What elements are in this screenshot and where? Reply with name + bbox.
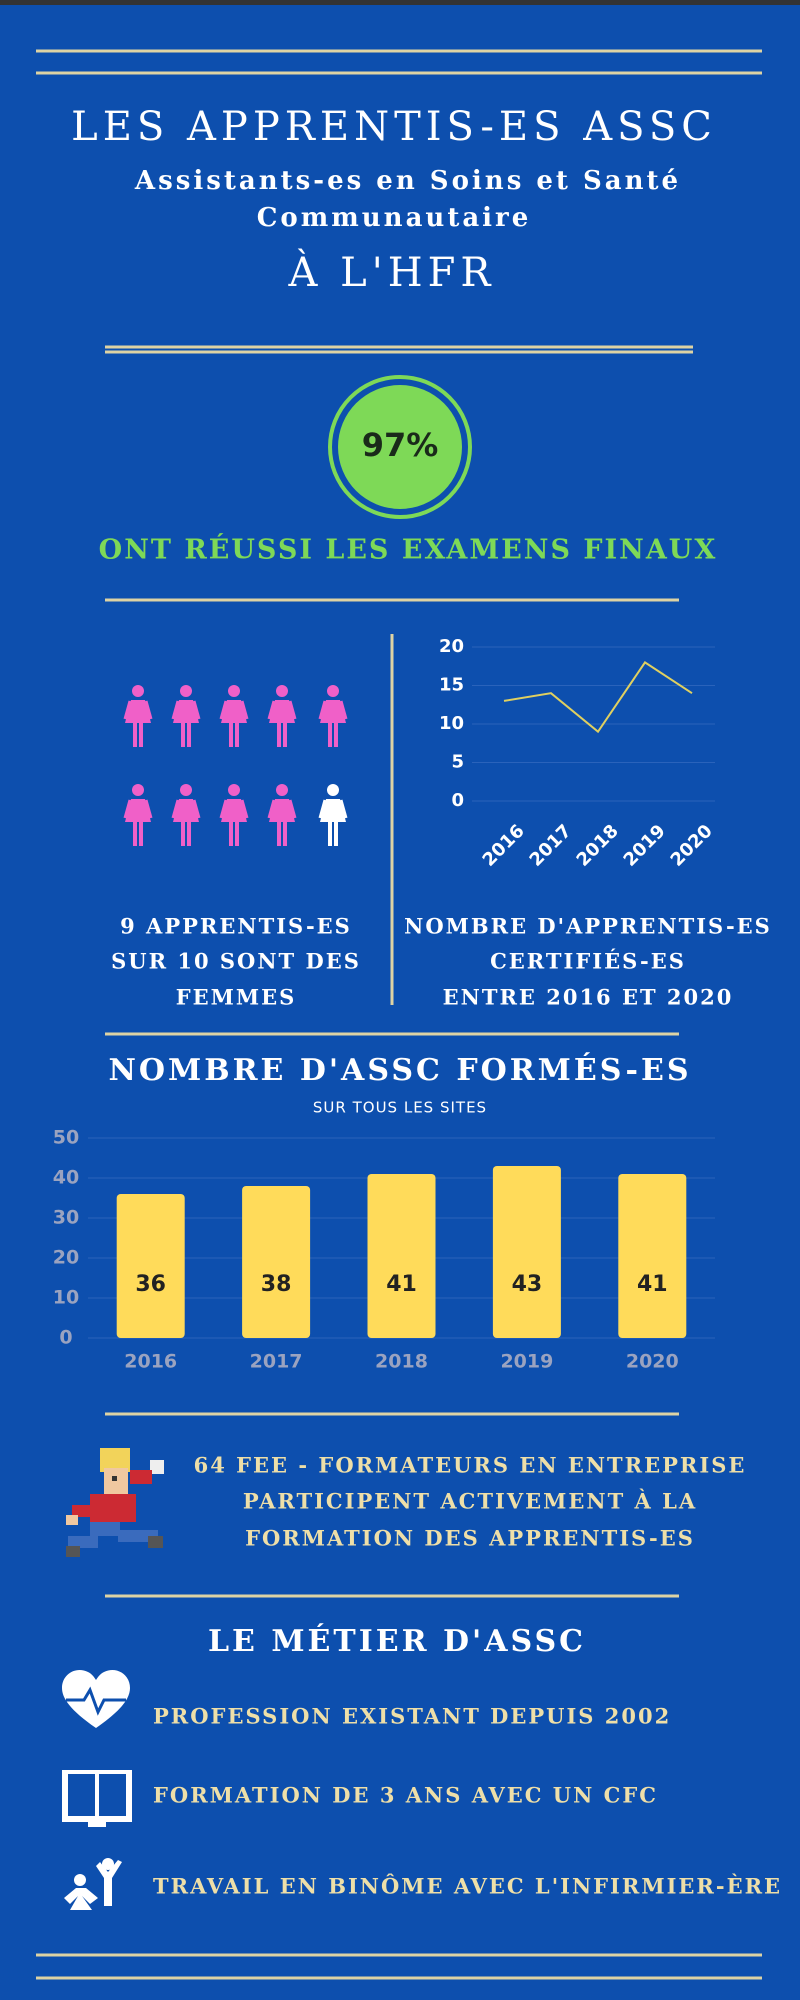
- stat-value: 97%: [362, 426, 439, 464]
- woman-body: [173, 799, 199, 846]
- woman-body: [221, 700, 247, 747]
- title: LES APPRENTIS-ES ASSC: [71, 104, 717, 150]
- bar-value-label: 43: [512, 1272, 543, 1297]
- woman-head: [327, 685, 339, 697]
- subtitle: Communautaire: [257, 203, 532, 233]
- bar-value-label: 36: [135, 1272, 166, 1297]
- woman-body: [320, 799, 346, 846]
- caption-line: NOMBRE D'APPRENTIS-ES: [404, 914, 772, 939]
- woman-arm: [171, 799, 180, 819]
- y-tick-label: 20: [53, 1247, 79, 1269]
- woman-arm: [219, 799, 228, 819]
- caption-line: FORMATION DES APPRENTIS-ES: [245, 1526, 695, 1551]
- woman-arm: [192, 799, 201, 819]
- bar: [492, 1166, 561, 1338]
- x-tick-label: 2019: [500, 1351, 553, 1373]
- bar: [367, 1174, 436, 1338]
- woman-head: [276, 685, 288, 697]
- y-tick-label: 50: [53, 1127, 79, 1149]
- woman-arm: [288, 700, 297, 720]
- caption-line: CERTIFIÉS-ES: [490, 949, 686, 974]
- woman-arm: [267, 799, 276, 819]
- woman-arm: [219, 700, 228, 720]
- woman-arm: [144, 700, 153, 720]
- woman-arm: [267, 700, 276, 720]
- x-tick-label: 2020: [626, 1351, 679, 1373]
- bar: [242, 1186, 311, 1338]
- x-tick-label: 2017: [250, 1351, 303, 1373]
- caption-line: FEMMES: [176, 985, 297, 1010]
- chart-subtitle: SUR TOUS LES SITES: [313, 1099, 487, 1117]
- woman-head: [132, 784, 144, 796]
- job-title: LE MÉTIER D'ASSC: [208, 1623, 586, 1659]
- y-tick-label: 0: [59, 1327, 72, 1349]
- woman-arm: [240, 700, 249, 720]
- woman-arm: [318, 700, 327, 720]
- woman-arm: [123, 799, 132, 819]
- woman-head: [228, 784, 240, 796]
- caption-line: PARTICIPENT ACTIVEMENT À LA: [243, 1489, 697, 1514]
- y-tick-label: 40: [53, 1167, 79, 1189]
- y-tick-label: 5: [451, 752, 464, 773]
- woman-body: [125, 799, 151, 846]
- bar-value-label: 41: [386, 1272, 417, 1297]
- woman-body: [173, 700, 199, 747]
- y-tick-label: 15: [439, 675, 464, 696]
- stat-ring: [328, 375, 472, 519]
- woman-body: [269, 700, 295, 747]
- pixel-character: [66, 1448, 164, 1557]
- stat-circle: [338, 385, 462, 509]
- book-icon: [62, 1770, 132, 1827]
- bar-value-label: 38: [261, 1272, 292, 1297]
- top-strip: [0, 0, 800, 5]
- y-tick-label: 20: [439, 636, 464, 657]
- woman-head: [228, 685, 240, 697]
- woman-head: [180, 685, 192, 697]
- job-item: FORMATION DE 3 ANS AVEC UN CFC: [153, 1783, 658, 1808]
- woman-arm: [192, 700, 201, 720]
- x-tick-label: 2016: [124, 1351, 177, 1373]
- y-tick-label: 10: [439, 713, 464, 734]
- woman-arm: [171, 700, 180, 720]
- woman-arm: [339, 799, 348, 819]
- woman-arm: [318, 799, 327, 819]
- women-icons: [123, 685, 348, 846]
- woman-head: [132, 685, 144, 697]
- y-tick-label: 30: [53, 1207, 79, 1229]
- woman-head: [327, 784, 339, 796]
- woman-arm: [339, 700, 348, 720]
- y-tick-label: 10: [53, 1287, 79, 1309]
- bar-value-label: 41: [637, 1272, 668, 1297]
- caption-line: ENTRE 2016 ET 2020: [443, 985, 734, 1010]
- job-item: PROFESSION EXISTANT DEPUIS 2002: [153, 1704, 671, 1729]
- bar: [618, 1174, 687, 1338]
- woman-body: [221, 799, 247, 846]
- woman-arm: [240, 799, 249, 819]
- care-icon: [64, 1858, 122, 1910]
- woman-body: [125, 700, 151, 747]
- woman-body: [269, 799, 295, 846]
- bar: [116, 1194, 185, 1338]
- stat-caption: ONT RÉUSSI LES EXAMENS FINAUX: [99, 533, 718, 566]
- caption-line: 9 APPRENTIS-ES: [120, 914, 352, 939]
- caption-line: 64 FEE - FORMATEURS EN ENTREPRISE: [194, 1453, 747, 1478]
- woman-head: [180, 784, 192, 796]
- caption-line: SUR 10 SONT DES: [111, 949, 361, 974]
- subtitle: Assistants-es en Soins et Santé: [134, 166, 681, 196]
- chart-title: NOMBRE D'ASSC FORMÉS-ES: [108, 1052, 691, 1088]
- woman-arm: [123, 700, 132, 720]
- x-tick-label: 2018: [375, 1351, 428, 1373]
- woman-arm: [144, 799, 153, 819]
- woman-arm: [288, 799, 297, 819]
- woman-head: [276, 784, 288, 796]
- location: À L'HFR: [288, 249, 496, 296]
- heart-icon: [62, 1669, 130, 1728]
- data-line: [503, 661, 693, 734]
- woman-body: [320, 700, 346, 747]
- job-item: TRAVAIL EN BINÔME AVEC L'INFIRMIER-ÈRE: [153, 1874, 782, 1899]
- y-tick-label: 0: [451, 790, 464, 811]
